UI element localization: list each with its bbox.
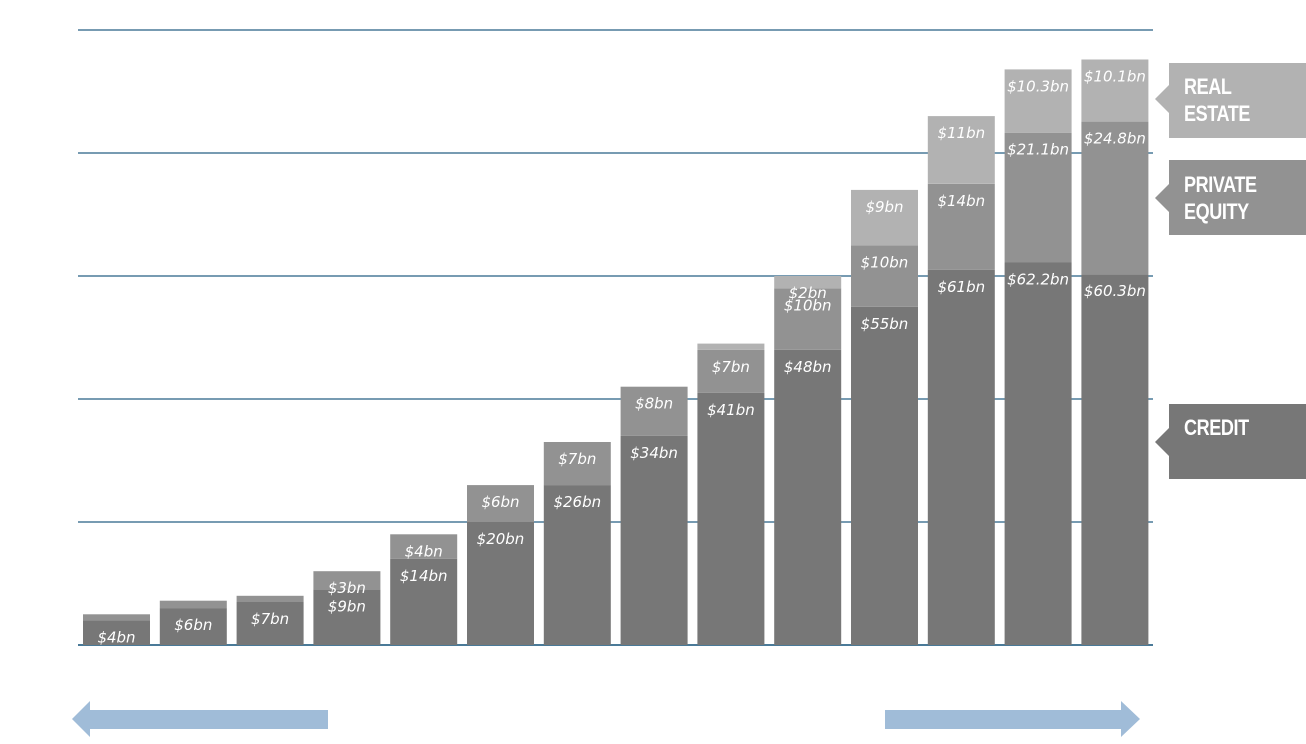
data-label-credit: $34bn <box>630 444 678 462</box>
bar-segment-credit <box>390 558 458 645</box>
bar-segment-credit <box>467 522 534 645</box>
bar-segment-private-equity <box>159 600 227 609</box>
left-arrow-icon <box>72 701 328 737</box>
data-label-credit: $6bn <box>174 616 212 634</box>
bar-segment-credit <box>543 485 611 645</box>
data-label-credit: $9bn <box>328 598 366 616</box>
bar-segment-real-estate <box>927 116 995 184</box>
legend-pointer-icon <box>1155 428 1169 456</box>
data-label-credit: $60.3bn <box>1084 282 1146 300</box>
data-label-private-equity: $7bn <box>712 358 750 376</box>
data-label-real-estate: $10.3bn <box>1007 77 1069 95</box>
bar-segment-credit <box>83 620 150 645</box>
right-arrow-icon <box>885 701 1140 737</box>
bar-segment-credit <box>927 269 995 645</box>
data-label-credit: $61bn <box>937 278 985 296</box>
data-label-credit: $4bn <box>97 628 135 646</box>
bars <box>83 59 1149 646</box>
data-label-private-equity: $8bn <box>635 395 673 413</box>
data-label-credit: $7bn <box>251 610 289 628</box>
legend-label-credit: CREDIT <box>1184 415 1249 440</box>
bar-segment-private-equity <box>1004 132 1072 263</box>
data-label-credit: $55bn <box>861 315 909 333</box>
legend-pointer-icon <box>1155 184 1169 212</box>
data-label-private-equity: $21.1bn <box>1007 141 1069 159</box>
data-label-private-equity: $4bn <box>405 542 443 560</box>
data-label-private-equity: $6bn <box>481 493 519 511</box>
bar-segment-private-equity <box>1081 121 1149 275</box>
bar-segment-credit <box>159 608 227 645</box>
bar-segment-private-equity <box>620 386 688 436</box>
bar-segment-private-equity <box>851 245 918 307</box>
legend-real-estate: REAL ESTATE <box>1155 63 1306 138</box>
bar-segment-credit <box>1004 262 1072 645</box>
bar-segment-credit <box>1081 274 1149 645</box>
legend-label-private-equity: PRIVATE EQUITY <box>1184 172 1257 224</box>
data-label-private-equity: $10bn <box>784 296 832 314</box>
data-label-credit: $48bn <box>784 358 832 376</box>
data-label-credit: $62.2bn <box>1007 271 1069 289</box>
data-labels: $4bn$6bn $7bn$9bn$3bn$14bn$4bn$20bn$6bn $2… <box>97 68 1145 647</box>
legend-pointer-icon <box>1155 85 1169 113</box>
legend-private-equity: PRIVATE EQUITY <box>1155 160 1306 235</box>
bar-segment-real-estate <box>774 276 842 289</box>
data-label-real-estate: $10.1bn <box>1084 68 1146 86</box>
data-label-real-estate: $2bn <box>789 284 827 302</box>
data-label-real-estate: $11bn <box>937 124 985 142</box>
legend-label-real-estate: REAL ESTATE <box>1184 74 1251 126</box>
arrows <box>72 701 1140 737</box>
data-label-credit: $20bn <box>477 530 525 548</box>
bar-segment-credit <box>774 349 842 645</box>
bar-segment-real-estate <box>1004 69 1072 133</box>
bar-segment-private-equity <box>543 442 611 486</box>
data-label-private-equity: $3bn <box>328 579 366 597</box>
bar-segment-private-equity <box>236 595 304 602</box>
bar-segment-private-equity <box>313 571 381 590</box>
bar-segment-credit <box>313 589 381 645</box>
bar-segment-credit <box>620 435 688 645</box>
bar-segment-credit <box>236 602 304 645</box>
data-label-real-estate: $9bn <box>865 198 903 216</box>
data-label-credit: $14bn <box>400 567 448 585</box>
bar-segment-private-equity <box>390 534 458 559</box>
bar-segment-private-equity <box>697 349 765 393</box>
bar-segment-private-equity <box>83 614 150 621</box>
data-label-private-equity: $10bn <box>861 253 909 271</box>
bar-segment-private-equity <box>927 183 995 270</box>
data-label-credit: $26bn <box>553 493 601 511</box>
bar-segment-real-estate <box>697 343 765 350</box>
bar-segment-real-estate <box>851 189 918 246</box>
bar-segment-credit <box>697 392 765 645</box>
data-label-credit: $41bn <box>707 401 755 419</box>
bar-segment-credit <box>851 306 918 646</box>
data-label-private-equity: $7bn <box>558 450 596 468</box>
bar-segment-private-equity <box>467 485 534 522</box>
data-label-private-equity: $24.8bn <box>1084 130 1146 148</box>
bar-segment-real-estate <box>1081 59 1149 122</box>
data-label-private-equity: $14bn <box>937 192 985 210</box>
bar-segment-private-equity <box>774 288 842 350</box>
legend-credit: CREDIT <box>1155 404 1306 479</box>
